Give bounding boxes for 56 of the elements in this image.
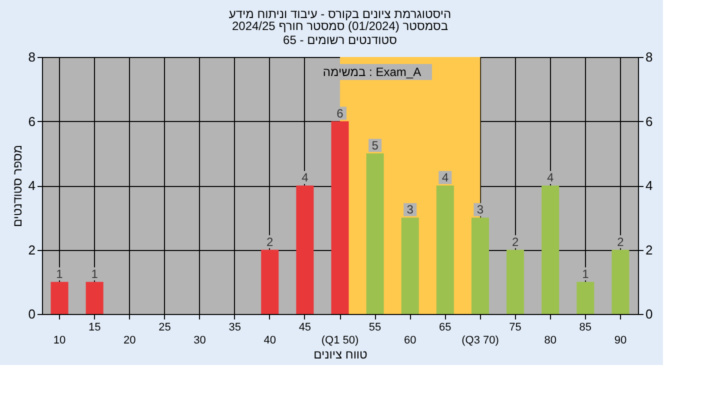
x-axis-title: טווח ציונים	[314, 348, 368, 362]
data-label: 1	[56, 266, 64, 281]
data-label: 3	[476, 202, 484, 217]
data-label: 5	[372, 138, 379, 152]
data-label: 4	[442, 170, 449, 184]
x-tick-label: 20	[124, 334, 136, 346]
y2-tick-label: 0	[646, 306, 653, 322]
x-tick-label: 40	[264, 334, 276, 346]
data-label: 2	[512, 234, 519, 249]
x-tick-label: 25	[158, 322, 171, 334]
x-tick-label: 35	[228, 322, 241, 334]
x-tick-label: 60	[404, 334, 416, 346]
data-label: 4	[547, 170, 554, 184]
x-tick-label: (Q3 70)	[462, 334, 499, 346]
y2-tick-label: 2	[646, 242, 653, 258]
data-label: 6	[336, 106, 344, 120]
x-tick-label: 65	[439, 322, 452, 334]
y2-tick-label: 6	[646, 114, 653, 129]
y2-tick-label: 4	[646, 178, 653, 193]
data-label: 3	[406, 202, 414, 217]
data-label: 2	[266, 234, 274, 249]
bar	[436, 186, 454, 314]
y-tick-label: 2	[28, 242, 36, 258]
x-tick-label: 75	[509, 322, 522, 334]
bar	[506, 250, 524, 314]
x-tick-label: 15	[88, 322, 101, 334]
bar	[296, 186, 314, 314]
data-label: 2	[617, 234, 624, 249]
chart-subtitle: בסמסטר (01/2024) סמסטר חורף 2024/25 סטודנטים רשומים - 65	[232, 19, 448, 47]
x-tick-label: (Q1 50)	[321, 334, 359, 346]
y-tick-label: 6	[28, 114, 36, 129]
bar	[261, 250, 279, 314]
y-tick-label: 0	[28, 306, 36, 322]
chart-title: היסטוגרמת ציונים בקורס - עיבוד וניתוח מידע	[228, 7, 452, 21]
x-tick-label: 85	[579, 322, 592, 334]
bar	[576, 282, 594, 314]
bar	[331, 121, 349, 314]
bar	[542, 186, 560, 314]
bar	[50, 282, 68, 314]
y-axis-title: מספר סטודנטים	[10, 144, 24, 228]
y-tick-label: 8	[28, 50, 36, 64]
data-label: 4	[302, 170, 309, 184]
bar	[612, 250, 630, 314]
bar	[471, 218, 489, 314]
data-label: 1	[582, 266, 590, 281]
x-tick-label: 80	[544, 334, 556, 346]
data-label: 1	[91, 266, 98, 281]
x-tick-label: 90	[614, 334, 627, 346]
x-tick-label: 45	[298, 322, 312, 334]
y-tick-label: 4	[28, 178, 36, 193]
y2-tick-label: 8	[646, 50, 653, 64]
bar	[86, 282, 104, 314]
annotation: במשימה : Exam_A	[322, 65, 422, 79]
x-tick-label: 10	[53, 334, 66, 346]
x-tick-label: 30	[194, 334, 206, 346]
x-tick-label: 55	[368, 322, 382, 334]
